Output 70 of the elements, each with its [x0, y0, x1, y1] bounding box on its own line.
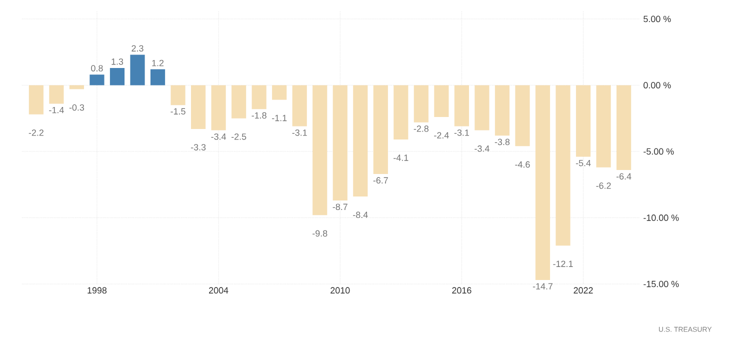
bar [494, 85, 510, 136]
bar [110, 68, 125, 86]
bar [373, 85, 388, 174]
data-label: -4.6 [515, 161, 530, 168]
data-label: -6.4 [616, 173, 632, 180]
data-label: 1.3 [112, 58, 124, 65]
bar [616, 85, 632, 170]
data-label: -1.8 [252, 112, 266, 119]
data-label: -1.1 [272, 114, 287, 122]
x-tick-label: 1998 [88, 287, 107, 294]
bar [535, 85, 550, 280]
bar [353, 85, 368, 197]
bar [312, 85, 328, 216]
y-tick-label: 5.00 % [644, 16, 671, 22]
data-label: -2.2 [28, 130, 44, 136]
bar [434, 85, 449, 118]
data-label: -3.1 [292, 129, 307, 136]
y-tick-label: -15.00 % [644, 280, 679, 288]
bar [28, 85, 44, 114]
bar [211, 85, 226, 130]
data-label: -6.7 [373, 177, 388, 184]
data-label: 2.3 [132, 45, 144, 52]
y-tick-label: -10.00 % [644, 214, 679, 221]
data-label: -6.2 [596, 182, 611, 189]
bar [474, 85, 490, 130]
data-label: -4.1 [394, 154, 408, 161]
data-label: -2.5 [231, 133, 246, 140]
data-label: -3.1 [454, 129, 469, 136]
x-tick-label: 2016 [452, 287, 472, 294]
bar [596, 85, 611, 168]
y-tick-label: 0.00 % [644, 82, 671, 88]
data-label: -2.4 [434, 132, 449, 138]
data-label: -3.4 [211, 133, 226, 140]
bar [414, 85, 428, 122]
bar [130, 54, 145, 86]
data-label: 0.8 [91, 65, 103, 72]
bar [150, 69, 166, 86]
bar [190, 85, 206, 129]
bar [292, 85, 307, 126]
data-label: -5.4 [576, 160, 591, 166]
bar [576, 85, 591, 157]
data-label: -0.3 [69, 104, 84, 111]
bar [394, 85, 408, 140]
data-label: -1.4 [49, 106, 64, 114]
x-tick-label: 2004 [209, 287, 228, 294]
data-label: -12.1 [553, 260, 573, 267]
data-label: -8.7 [332, 204, 348, 210]
bar [332, 85, 348, 201]
bar [556, 85, 570, 246]
data-label: -9.8 [312, 230, 328, 237]
bar [515, 85, 530, 146]
data-label: -3.8 [494, 138, 510, 146]
data-label: -8.4 [353, 212, 368, 218]
data-label: -2.8 [414, 126, 429, 132]
data-label: -3.3 [190, 144, 206, 150]
x-tick-label: 2022 [574, 287, 593, 294]
bar [90, 74, 104, 86]
bar [69, 85, 84, 90]
data-label: -1.5 [170, 108, 186, 115]
data-label: -3.4 [474, 145, 490, 152]
data-label: 1.2 [152, 60, 164, 66]
x-tick-label: 2010 [330, 287, 350, 294]
bar [454, 85, 469, 126]
bar [252, 85, 266, 110]
bar [170, 85, 186, 106]
bar [232, 85, 246, 118]
data-label: -14.7 [532, 283, 553, 290]
y-tick-label: -5.00 % [644, 148, 674, 155]
bar [272, 85, 287, 100]
bar [49, 85, 64, 104]
